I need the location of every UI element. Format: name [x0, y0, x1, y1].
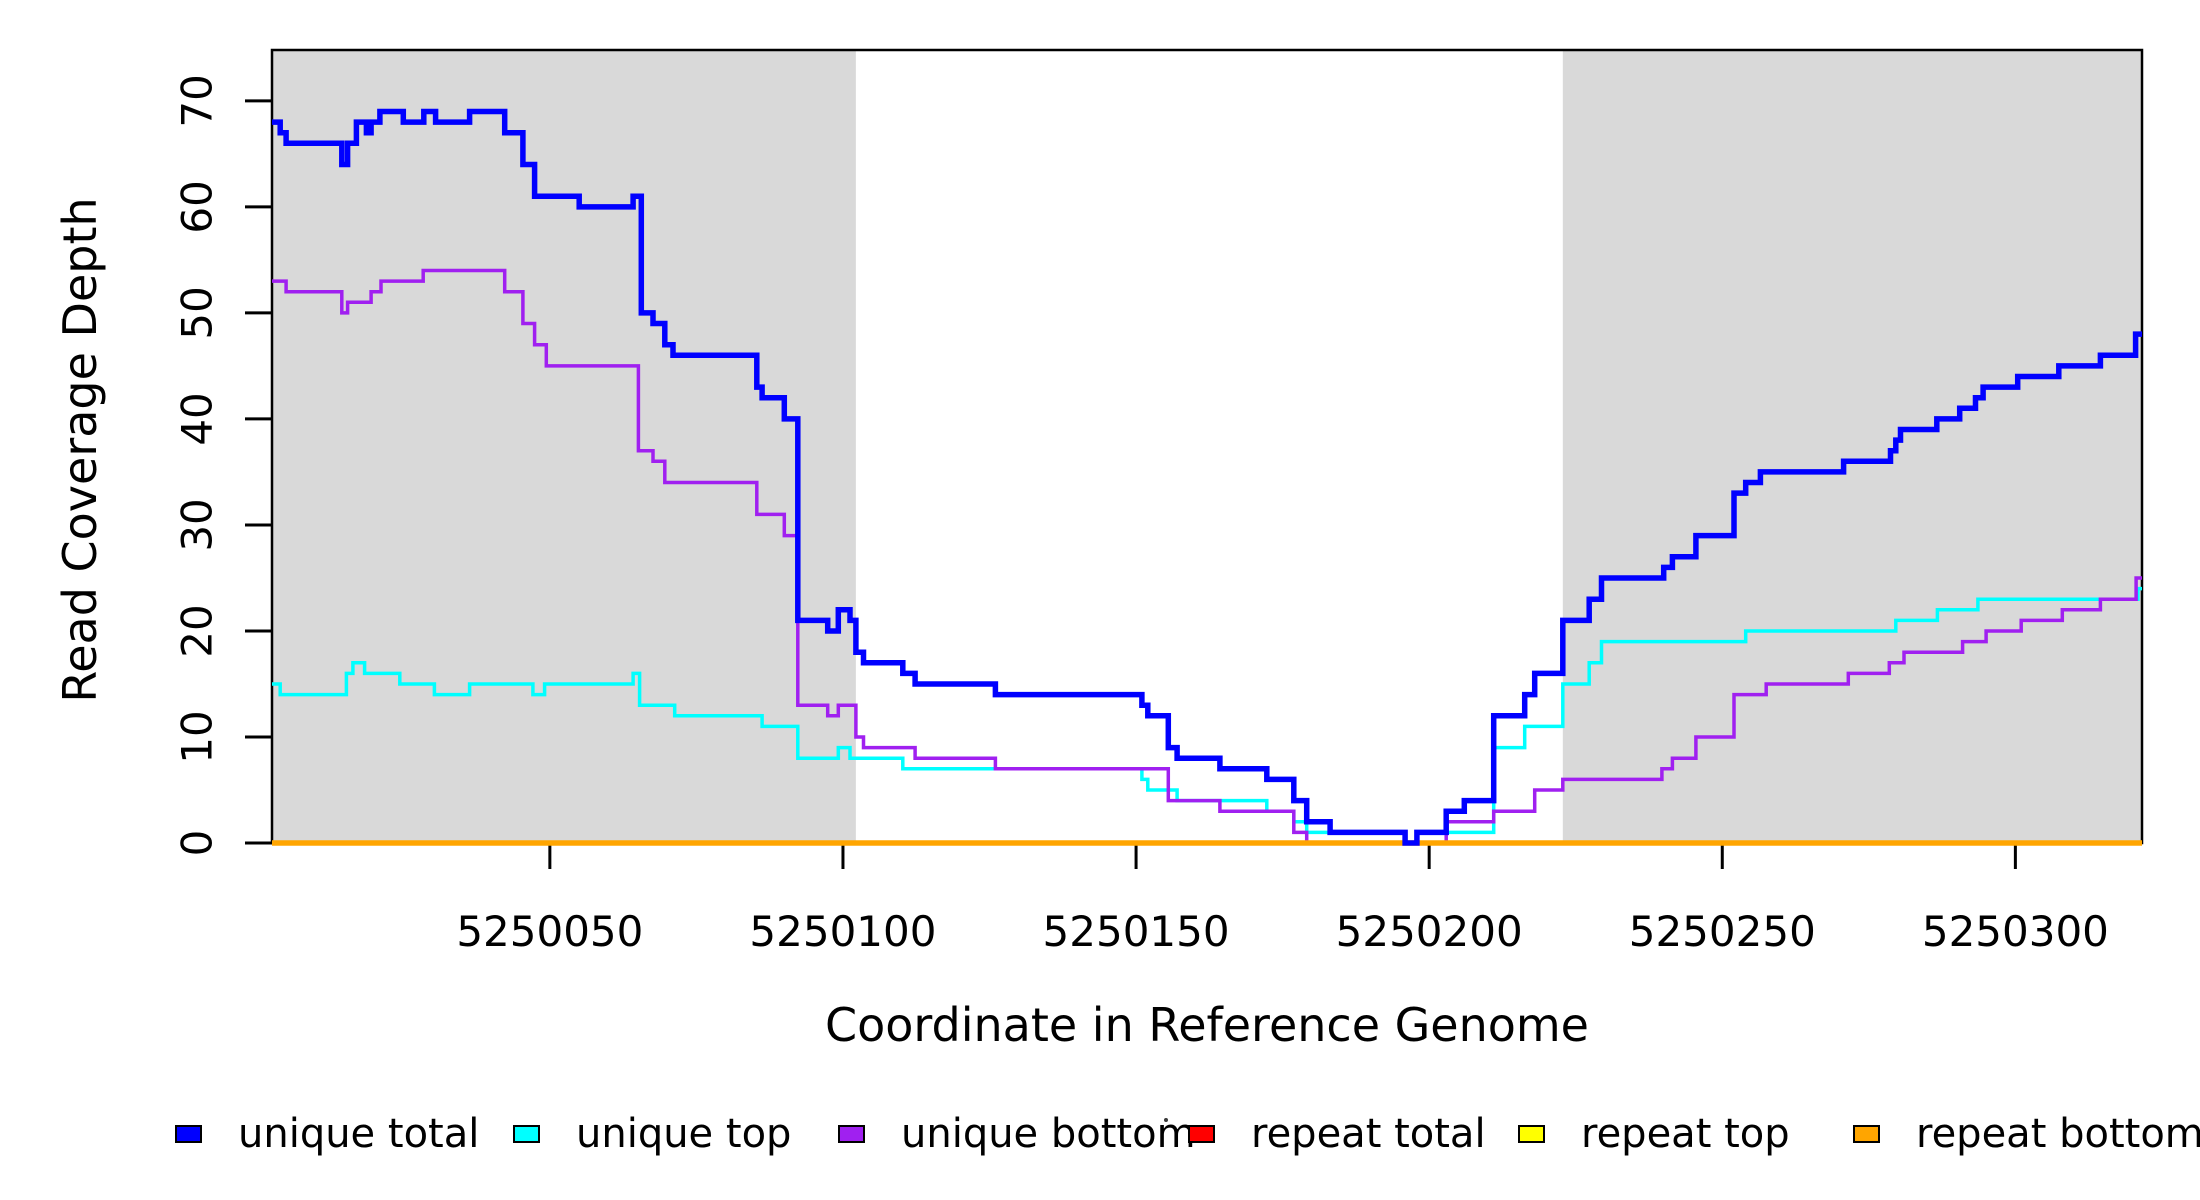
legend-swatch-unique-total [175, 1125, 202, 1143]
y-axis-tick-label: 30 [173, 498, 222, 551]
legend-label: repeat bottom [1916, 1111, 2200, 1157]
y-axis-tick-label: 70 [173, 74, 222, 127]
legend-label: repeat total [1251, 1111, 1486, 1157]
legend-swatch-repeat-top [1518, 1125, 1545, 1143]
legend-label: unique total [238, 1111, 480, 1157]
y-axis-tick-label: 10 [173, 710, 222, 763]
y-axis-tick-label: 60 [173, 180, 222, 233]
y-axis-title: Read Coverage Depth [53, 197, 107, 703]
legend-label: unique top [576, 1111, 792, 1157]
y-axis-tick-label: 0 [173, 830, 222, 857]
series-unique-bottom-line [272, 268, 2142, 845]
legend-item-repeat-bottom: repeat bottom [1853, 1111, 2200, 1157]
legend-label: repeat top [1581, 1111, 1790, 1157]
series-unique-total-line [272, 108, 2142, 846]
x-axis-tick-label: 5250200 [1336, 907, 1523, 956]
x-axis-tick-label: 5250100 [749, 907, 936, 956]
series-unique-top-line [272, 586, 2142, 845]
legend-item-repeat-total: repeat total [1188, 1111, 1486, 1157]
shaded-region-band [1562, 50, 2142, 843]
y-axis-tick-label: 50 [173, 286, 222, 339]
legend-item-unique-total: unique total [175, 1111, 480, 1157]
legend-swatch-repeat-bottom [1853, 1125, 1880, 1143]
legend-item-unique-bottom: unique bottom [838, 1111, 1196, 1157]
x-axis-tick-label: 5250050 [456, 907, 643, 956]
legend-label: unique bottom [901, 1111, 1196, 1157]
legend-item-repeat-top: repeat top [1518, 1111, 1790, 1157]
x-axis-tick-label: 5250300 [1922, 907, 2109, 956]
y-axis-tick-label: 20 [173, 604, 222, 657]
y-axis-tick-label: 40 [173, 392, 222, 445]
legend-swatch-repeat-total [1188, 1125, 1215, 1143]
shaded-region-band [272, 50, 856, 843]
x-axis-tick-label: 5250250 [1629, 907, 1816, 956]
x-axis-title: Coordinate in Reference Genome [825, 998, 1589, 1052]
legend-swatch-unique-top [513, 1125, 540, 1143]
legend-swatch-unique-bottom [838, 1125, 865, 1143]
legend-item-unique-top: unique top [513, 1111, 792, 1157]
stray-dot-artifact [1164, 1118, 1168, 1122]
x-axis-tick-label: 5250150 [1043, 907, 1230, 956]
